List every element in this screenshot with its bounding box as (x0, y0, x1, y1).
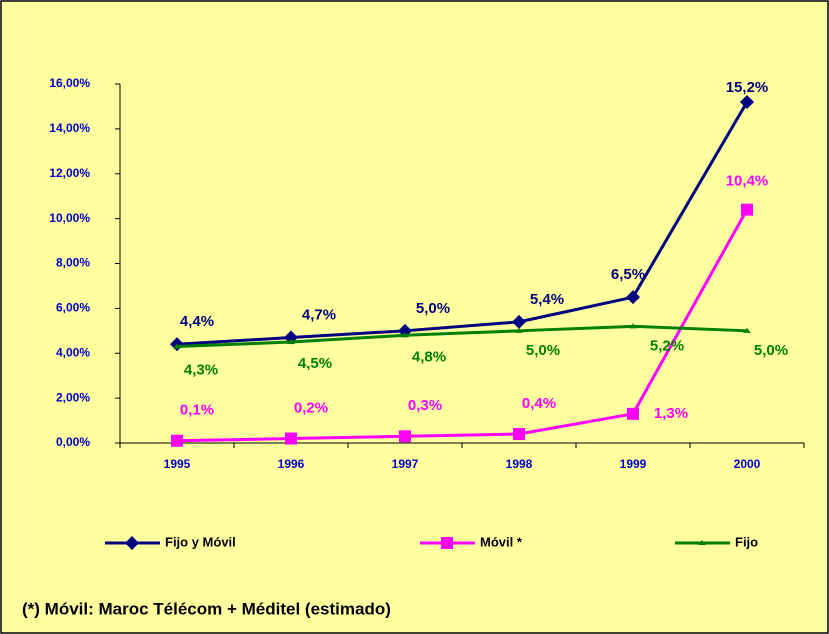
legend-label: Móvil * (480, 534, 523, 549)
y-tick-label: 8,00% (56, 256, 90, 270)
y-tick-label: 2,00% (56, 390, 90, 404)
data-label: 5,0% (416, 300, 450, 317)
data-label: 0,4% (522, 395, 556, 412)
data-label: 5,0% (526, 342, 560, 359)
footnote: (*) Móvil: Maroc Télécom + Méditel (esti… (22, 599, 391, 618)
marker (743, 327, 751, 333)
data-label: 0,1% (180, 402, 214, 419)
data-label: 4,7% (302, 307, 336, 324)
data-label: 4,5% (298, 355, 332, 372)
marker (515, 327, 523, 333)
data-label: 4,8% (412, 348, 446, 365)
marker (173, 343, 181, 349)
marker (171, 434, 183, 447)
data-label: 5,4% (530, 291, 564, 308)
marker (401, 332, 409, 338)
data-label: 5,2% (650, 337, 684, 354)
data-label: 15,2% (726, 79, 769, 96)
marker (287, 339, 295, 345)
data-label: 4,4% (180, 313, 214, 330)
data-label: 10,4% (726, 173, 769, 190)
series-line (176, 324, 748, 349)
marker (125, 536, 139, 550)
marker (741, 203, 753, 216)
marker (626, 290, 640, 305)
legend-label: Fijo (735, 534, 758, 549)
x-tick-label: 1996 (278, 457, 305, 471)
data-label: 6,5% (611, 266, 645, 283)
marker (399, 430, 411, 443)
y-tick-label: 10,00% (49, 211, 90, 225)
data-label: 0,2% (294, 399, 328, 416)
x-tick-label: 1999 (620, 457, 647, 471)
series-line (176, 101, 749, 346)
marker (698, 540, 706, 545)
marker (627, 407, 639, 420)
x-tick-label: 1997 (392, 457, 419, 471)
marker (285, 432, 297, 445)
data-label: 0,3% (408, 397, 442, 414)
y-tick-label: 4,00% (56, 345, 90, 359)
data-label: 5,0% (754, 342, 788, 359)
series-line (176, 208, 749, 443)
data-label: 1,3% (654, 405, 688, 422)
y-tick-label: 14,00% (49, 121, 90, 135)
y-tick-label: 0,00% (56, 435, 90, 449)
x-tick-label: 1998 (506, 457, 533, 471)
marker (740, 94, 754, 109)
y-tick-label: 12,00% (49, 166, 90, 180)
x-tick-label: 1995 (164, 457, 191, 471)
marker (629, 323, 637, 329)
legend-label: Fijo y Móvil (165, 534, 236, 549)
marker (513, 428, 525, 441)
y-tick-label: 6,00% (56, 301, 90, 315)
data-label: 4,3% (184, 361, 218, 378)
marker (512, 314, 526, 329)
y-tick-label: 16,00% (49, 76, 90, 90)
x-tick-label: 2000 (734, 457, 761, 471)
marker (441, 537, 453, 549)
